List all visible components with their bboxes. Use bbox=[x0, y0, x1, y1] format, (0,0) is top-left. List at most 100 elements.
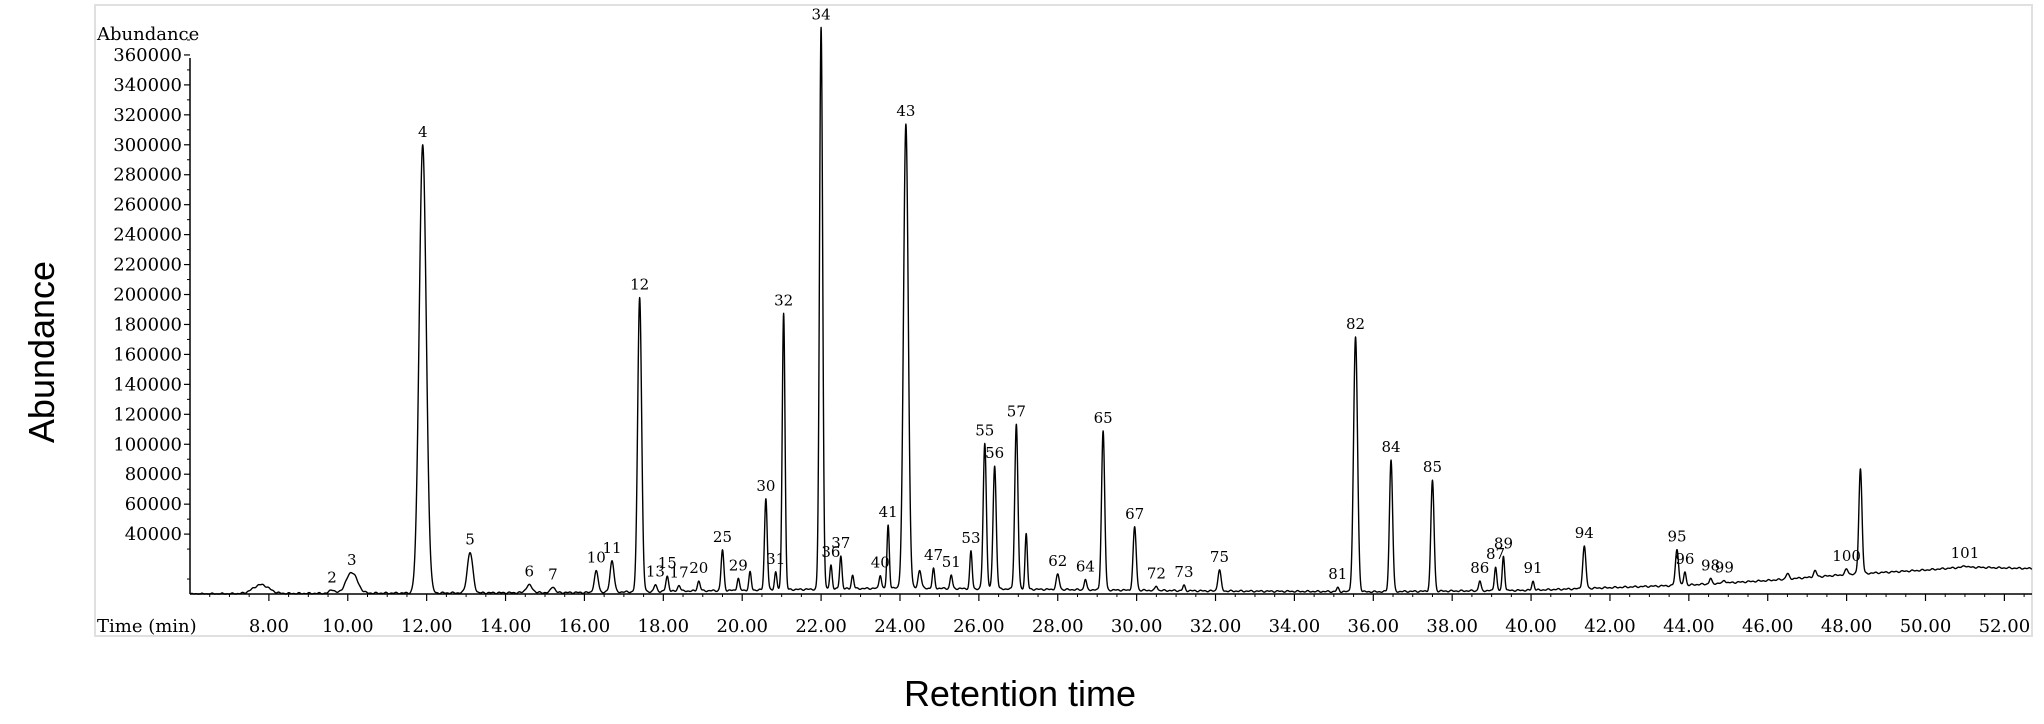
x-tick-label: 14.00 bbox=[480, 616, 532, 637]
peak-label: 87 bbox=[1486, 545, 1505, 563]
peak-label: 17 bbox=[670, 564, 689, 582]
y-tick-label: 340000 bbox=[113, 75, 182, 96]
peak-label: 65 bbox=[1094, 409, 1113, 427]
y-tick-label: 60000 bbox=[125, 494, 182, 515]
x-tick-label: 20.00 bbox=[716, 616, 768, 637]
peak-label: 55 bbox=[975, 421, 994, 439]
peak-label: 36 bbox=[821, 543, 840, 561]
peak-label: 73 bbox=[1174, 563, 1193, 581]
peak-label: 56 bbox=[985, 444, 1004, 462]
x-tick-label: 38.00 bbox=[1426, 616, 1478, 637]
peak-label: 10 bbox=[587, 549, 606, 567]
peak-label: 67 bbox=[1125, 505, 1144, 523]
y-tick-label: 200000 bbox=[113, 285, 182, 306]
peak-label: 13 bbox=[646, 563, 665, 581]
peak-label: 84 bbox=[1382, 438, 1401, 456]
peak-label: 30 bbox=[756, 477, 775, 495]
peak-label: 100 bbox=[1832, 547, 1861, 565]
peak-label: 101 bbox=[1951, 544, 1980, 562]
x-tick-label: 50.00 bbox=[1900, 616, 1952, 637]
y-ticks: 40000 60000 80000 100000 120000 140000 160000 1… bbox=[113, 39, 190, 580]
peak-label: 85 bbox=[1423, 458, 1442, 476]
x-tick-label: 18.00 bbox=[638, 616, 690, 637]
x-tick-label: 34.00 bbox=[1269, 616, 1321, 637]
x-tick-label: 40.00 bbox=[1505, 616, 1557, 637]
peak-label: 89 bbox=[1494, 534, 1513, 552]
x-tick-label: 22.00 bbox=[795, 616, 847, 637]
inner-x-axis-label: Time (min) bbox=[97, 616, 197, 637]
x-tick-label: 32.00 bbox=[1190, 616, 1242, 637]
peak-label: 37 bbox=[831, 534, 850, 552]
peak-label: 72 bbox=[1147, 564, 1166, 582]
x-tick-label: 46.00 bbox=[1742, 616, 1794, 637]
y-tick-label: 300000 bbox=[113, 135, 182, 156]
peak-label: 15 bbox=[658, 554, 677, 572]
peak-label: 2 bbox=[327, 568, 337, 586]
peak-label: 81 bbox=[1328, 565, 1347, 583]
peak-label: 53 bbox=[961, 529, 980, 547]
x-tick-label: 10.00 bbox=[322, 616, 374, 637]
x-tick-label: 36.00 bbox=[1348, 616, 1400, 637]
peak-label: 11 bbox=[602, 539, 621, 557]
x-tick-label: 16.00 bbox=[559, 616, 611, 637]
peak-label: 40 bbox=[871, 554, 890, 572]
peak-label: 75 bbox=[1210, 548, 1229, 566]
peak-label: 51 bbox=[942, 553, 961, 571]
plot-frame bbox=[94, 4, 2033, 637]
peak-label: 34 bbox=[812, 5, 831, 23]
peak-label: 31 bbox=[766, 550, 785, 568]
x-tick-label: 48.00 bbox=[1821, 616, 1873, 637]
peak-label: 98 bbox=[1701, 556, 1720, 574]
y-tick-label: 100000 bbox=[113, 434, 182, 455]
y-tick-label: 260000 bbox=[113, 195, 182, 216]
peak-label: 4 bbox=[418, 123, 428, 141]
peak-label: 91 bbox=[1523, 559, 1542, 577]
y-tick-label: 160000 bbox=[113, 344, 182, 365]
peak-label: 3 bbox=[347, 551, 357, 569]
peak-label: 20 bbox=[689, 559, 708, 577]
x-tick-label: 44.00 bbox=[1663, 616, 1715, 637]
inner-y-axis-label: Abundance bbox=[96, 24, 199, 45]
peak-label: 47 bbox=[924, 546, 943, 564]
peak-label: 64 bbox=[1076, 557, 1095, 575]
x-tick-label: 8.00 bbox=[249, 616, 289, 637]
x-tick-label: 52.00 bbox=[1979, 616, 2031, 637]
y-tick-label: 240000 bbox=[113, 225, 182, 246]
peak-label: 43 bbox=[896, 102, 915, 120]
x-tick-label: 26.00 bbox=[953, 616, 1005, 637]
peak-label: 32 bbox=[774, 291, 793, 309]
chromatogram-trace bbox=[189, 26, 2033, 595]
peak-label: 25 bbox=[713, 528, 732, 546]
peak-label: 95 bbox=[1667, 528, 1686, 546]
x-tick-label: 24.00 bbox=[874, 616, 926, 637]
peak-label: 12 bbox=[630, 276, 649, 294]
peak-label: 41 bbox=[879, 503, 898, 521]
peak-label: 29 bbox=[729, 556, 748, 574]
y-tick-label: 220000 bbox=[113, 255, 182, 276]
peak-label: 96 bbox=[1675, 550, 1694, 568]
peak-label: 57 bbox=[1007, 402, 1026, 420]
y-tick-label: 280000 bbox=[113, 165, 182, 186]
peak-label: 62 bbox=[1048, 552, 1067, 570]
x-tick-label: 28.00 bbox=[1032, 616, 1084, 637]
y-tick-label: 120000 bbox=[113, 404, 182, 425]
peak-label: 86 bbox=[1470, 559, 1489, 577]
peak-label: 7 bbox=[548, 565, 558, 583]
peak-label: 94 bbox=[1575, 524, 1594, 542]
y-tick-label: 180000 bbox=[113, 314, 182, 335]
y-tick-label: 40000 bbox=[125, 524, 182, 545]
peak-label: 5 bbox=[465, 531, 475, 549]
x-tick-label: 30.00 bbox=[1111, 616, 1163, 637]
y-tick-label: 140000 bbox=[113, 374, 182, 395]
y-tick-label: 360000 bbox=[113, 45, 182, 66]
outer-x-axis-label: Retention time bbox=[904, 673, 1136, 714]
peak-label: 6 bbox=[524, 562, 534, 580]
x-tick-label: 42.00 bbox=[1584, 616, 1636, 637]
x-ticks: 8.00 10.00 12.00 14.00 16.00 18.00 20.00 22.00 2… bbox=[209, 594, 2031, 637]
outer-y-axis-label: Abundance bbox=[21, 261, 62, 443]
y-tick-label: 320000 bbox=[113, 105, 182, 126]
peak-label: 82 bbox=[1346, 315, 1365, 333]
x-tick-label: 12.00 bbox=[401, 616, 453, 637]
